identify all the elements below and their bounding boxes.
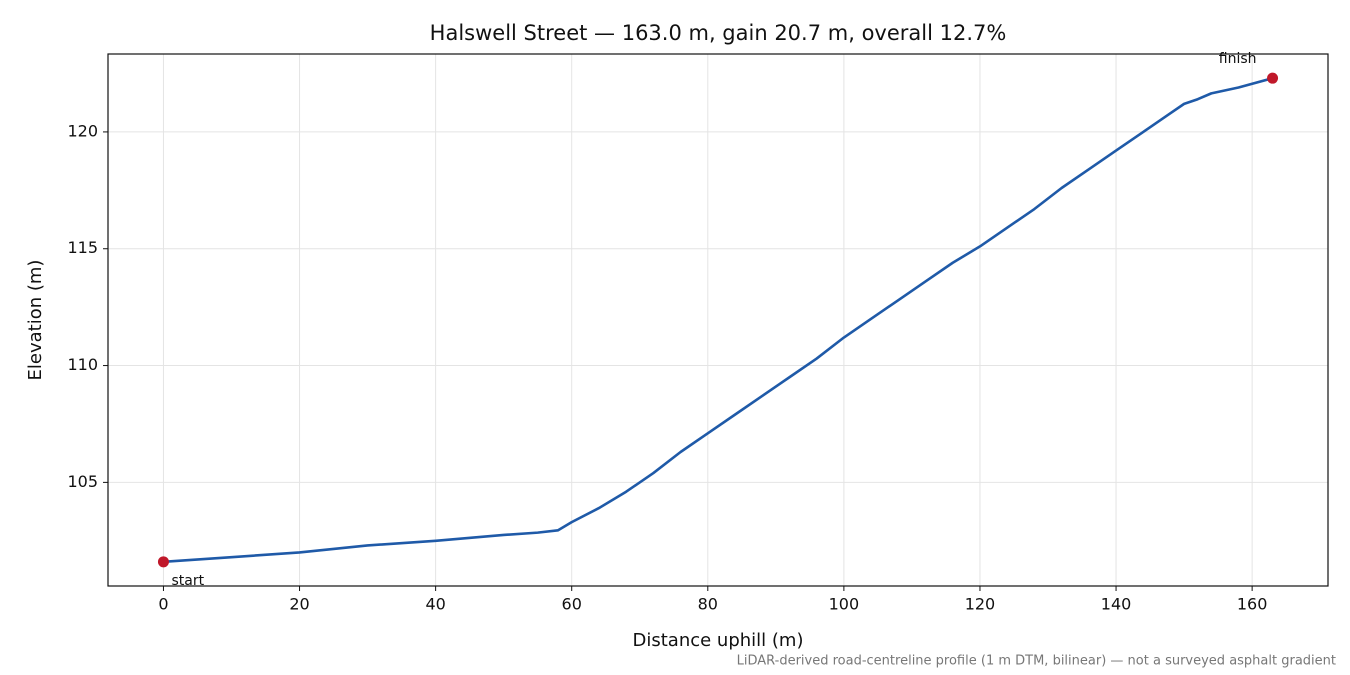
x-tick-label: 100 xyxy=(829,595,860,614)
x-axis-label: Distance uphill (m) xyxy=(633,630,804,651)
endpoint-marker xyxy=(1267,72,1279,84)
x-tick-label: 40 xyxy=(425,595,445,614)
x-tick-label: 120 xyxy=(965,595,996,614)
profile-line xyxy=(163,76,1273,564)
endpoint-marker xyxy=(157,556,169,568)
y-axis-label: Elevation (m) xyxy=(25,260,46,381)
x-tick-label: 160 xyxy=(1237,595,1268,614)
x-tick-label: 140 xyxy=(1101,595,1132,614)
y-tick-label: 115 xyxy=(67,238,98,257)
y-tick-label: 110 xyxy=(67,355,98,374)
x-tick-label: 80 xyxy=(698,595,718,614)
y-tick-label: 105 xyxy=(67,472,98,491)
footnote: LiDAR-derived road-centreline profile (1… xyxy=(737,654,1336,669)
plot-frame xyxy=(107,53,1329,587)
chart-title: Halswell Street — 163.0 m, gain 20.7 m, … xyxy=(430,21,1007,45)
y-tick-label: 120 xyxy=(67,121,98,140)
x-tick-label: 60 xyxy=(562,595,582,614)
x-tick-label: 20 xyxy=(289,595,309,614)
endpoint-label: start xyxy=(171,573,204,589)
x-tick-label: 0 xyxy=(158,595,168,614)
endpoint-label: finish xyxy=(1219,51,1257,67)
